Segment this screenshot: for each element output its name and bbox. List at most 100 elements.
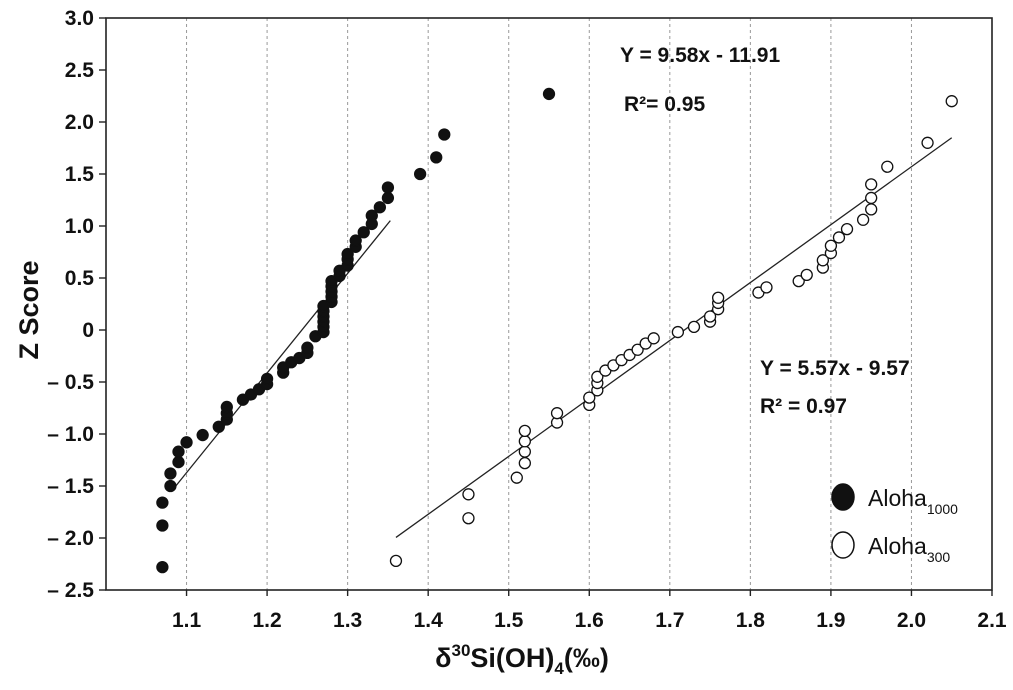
data-point-aloha300	[824, 239, 838, 252]
x-tick-label: 1.6	[575, 609, 604, 632]
data-point-aloha300	[945, 95, 958, 108]
data-point-aloha300	[865, 178, 878, 191]
data-point-aloha1000	[438, 128, 451, 141]
fit-equation-aloha1000: Y = 9.58x - 11.91	[620, 44, 780, 67]
data-point-aloha300	[518, 435, 531, 448]
data-point-aloha300	[760, 281, 773, 294]
y-tick-label: 0	[82, 319, 94, 342]
data-point-aloha1000	[357, 226, 370, 239]
data-point-aloha1000	[164, 479, 177, 493]
data-point-aloha1000	[196, 428, 209, 442]
x-tick-label: 1.5	[494, 609, 524, 632]
data-point-aloha300	[921, 136, 934, 149]
legend-label-aloha300: Aloha300	[868, 533, 950, 565]
y-tick-label: – 1.5	[47, 475, 94, 498]
x-axis-title: δ30Si(OH)4(‰)	[435, 641, 609, 678]
data-point-aloha1000	[301, 341, 314, 354]
data-point-aloha1000	[212, 420, 225, 433]
data-point-aloha300	[518, 445, 531, 458]
y-tick-label: – 2.0	[47, 527, 94, 550]
data-point-aloha1000	[156, 519, 169, 532]
x-axis-title-sup: 30	[452, 641, 471, 660]
y-tick-label: 3.0	[65, 7, 94, 30]
data-point-aloha300	[865, 203, 878, 216]
data-point-aloha300	[840, 222, 854, 236]
y-tick-label: – 0.5	[47, 371, 94, 394]
data-point-aloha1000	[365, 209, 378, 222]
y-tick-label: – 1.0	[47, 423, 94, 446]
data-point-aloha1000	[341, 247, 354, 261]
x-tick-label: 2.1	[977, 609, 1007, 632]
legend-marker-aloha1000	[831, 483, 855, 511]
data-point-aloha300	[591, 370, 604, 383]
x-axis-title-unit: (‰)	[564, 643, 609, 673]
data-point-aloha300	[583, 391, 596, 404]
y-tick-label: 1.0	[65, 215, 94, 238]
fit-r2-aloha300: R² = 0.97	[760, 395, 847, 418]
data-point-aloha300	[881, 160, 894, 173]
data-point-aloha300	[865, 191, 878, 205]
data-point-aloha1000	[172, 445, 185, 458]
data-point-aloha1000	[381, 191, 395, 205]
legend-label-aloha1000: Aloha1000	[868, 485, 958, 517]
y-tick-label: 2.5	[65, 59, 95, 82]
data-point-aloha1000	[373, 201, 387, 214]
data-point-aloha300	[711, 291, 725, 304]
legend-marker-aloha300	[831, 531, 855, 559]
x-tick-label: 1.3	[333, 609, 362, 632]
axes: 1.1 1.2 1.3 1.4 1.5 1.6 1.7 1.8 1.9 2.0 2.1 3.0 2.5 2…	[47, 7, 1007, 632]
data-point-aloha1000	[349, 234, 362, 247]
data-point-aloha300	[510, 471, 523, 484]
data-point-aloha300	[687, 320, 701, 334]
fit-r2-aloha1000: R²= 0.95	[624, 93, 705, 116]
x-axis-title-base: Si(OH)	[470, 643, 554, 673]
data-point-aloha1000	[260, 372, 274, 386]
data-point-aloha1000	[164, 467, 177, 480]
data-point-aloha1000	[381, 181, 395, 194]
data-point-aloha300	[631, 343, 644, 356]
data-point-aloha300	[389, 554, 403, 568]
fit-equation-aloha300: Y = 5.57x - 9.57	[760, 357, 910, 380]
data-point-aloha1000	[220, 400, 233, 414]
x-tick-label: 1.4	[414, 609, 444, 632]
data-point-aloha1000	[156, 560, 169, 574]
x-tick-label: 1.7	[655, 609, 684, 632]
legend-label-aloha300-sub: 300	[927, 549, 951, 565]
plot-frame	[105, 17, 993, 591]
x-tick-label: 2.0	[897, 609, 926, 632]
data-point-aloha300	[792, 274, 805, 288]
y-tick-label: – 2.5	[47, 579, 94, 602]
data-point-aloha300	[832, 231, 846, 244]
data-point-aloha1000	[172, 455, 185, 469]
legend: Aloha1000 Aloha300	[831, 483, 958, 565]
y-axis-title: Z Score	[14, 260, 44, 359]
data-point-aloha300	[550, 407, 564, 420]
data-point-aloha300	[462, 488, 475, 501]
x-tick-label: 1.8	[736, 609, 766, 632]
data-point-aloha1000	[156, 496, 169, 509]
data-point-aloha300	[856, 213, 870, 226]
data-point-aloha300	[703, 310, 717, 323]
data-point-aloha1000	[180, 436, 193, 449]
data-point-aloha1000	[542, 87, 556, 101]
y-tick-label: 2.0	[65, 111, 94, 134]
data-point-aloha300	[518, 424, 531, 438]
data-point-aloha300	[462, 512, 475, 525]
data-point-aloha1000	[413, 167, 427, 181]
x-tick-label: 1.9	[816, 609, 845, 632]
data-point-aloha300	[816, 254, 830, 267]
data-point-aloha1000	[430, 151, 443, 164]
legend-label-aloha1000-base: Aloha	[868, 485, 927, 511]
y-tick-label: 0.5	[65, 267, 95, 290]
legend-label-aloha300-base: Aloha	[868, 533, 927, 559]
x-axis-title-sub: 4	[554, 659, 564, 678]
y-tick-label: 1.5	[65, 163, 95, 186]
legend-label-aloha1000-sub: 1000	[927, 501, 958, 517]
grid	[186, 18, 912, 590]
x-tick-label: 1.2	[252, 609, 281, 632]
data-point-aloha300	[518, 456, 531, 470]
fit-line-aloha1000	[173, 220, 391, 489]
data-point-aloha300	[800, 268, 813, 282]
data-point-aloha300	[671, 325, 685, 339]
